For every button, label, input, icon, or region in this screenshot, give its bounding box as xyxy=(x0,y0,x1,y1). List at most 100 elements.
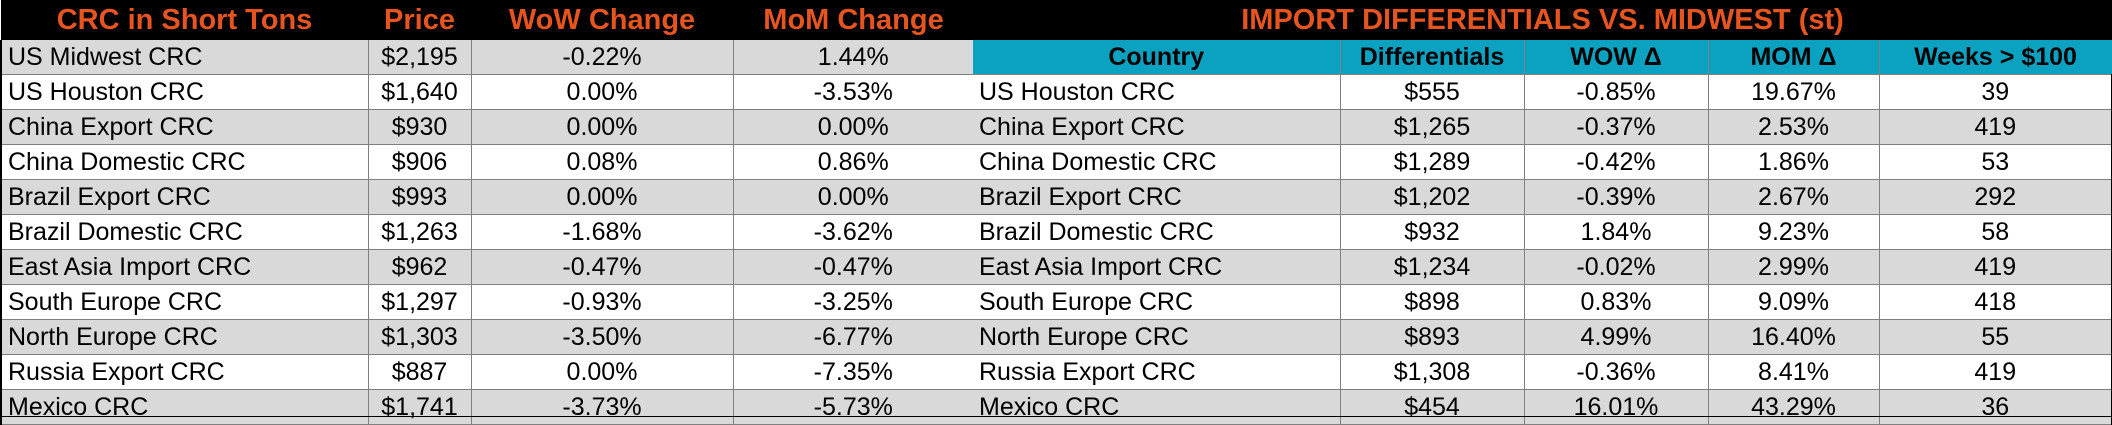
table-row: Mexico CRC $454 16.01% 43.29% 36 xyxy=(973,389,2112,425)
row-mom-change: -7.35% xyxy=(733,354,975,390)
header-name: CRC in Short Tons xyxy=(1,0,368,40)
table-row: Brazil Domestic CRC $932 1.84% 9.23% 58 xyxy=(973,214,2112,250)
subheader-weeks-over-100: Weeks > $100 xyxy=(1879,40,2112,75)
row-differential: $932 xyxy=(1340,214,1525,250)
row-mom-change: -3.25% xyxy=(733,284,975,320)
table-row: South Europe CRC $1,297 -0.93% -3.25% xyxy=(0,284,975,320)
table-row: China Domestic CRC $1,289 -0.42% 1.86% 53 xyxy=(973,144,2112,180)
table-row: Russia Export CRC $1,308 -0.36% 8.41% 419 xyxy=(973,354,2112,390)
row-name: China Domestic CRC xyxy=(0,144,369,180)
row-differential: $1,265 xyxy=(1340,109,1525,145)
row-price: $1,297 xyxy=(368,284,472,320)
table-row: Brazil Export CRC $1,202 -0.39% 2.67% 292 xyxy=(973,179,2112,215)
row-price: $1,640 xyxy=(368,74,472,110)
row-mom-delta: 9.23% xyxy=(1708,214,1880,250)
right-subheader-row: Country Differentials WOW Δ MOM Δ Weeks … xyxy=(973,40,2112,75)
row-mom-change: -6.77% xyxy=(733,319,975,355)
row-wow-delta: -0.39% xyxy=(1524,179,1709,215)
row-wow-delta: 4.99% xyxy=(1524,319,1709,355)
row-price: $993 xyxy=(368,179,472,215)
subheader-differentials: Differentials xyxy=(1340,40,1525,75)
row-name: East Asia Import CRC xyxy=(0,249,369,285)
row-price: $887 xyxy=(368,354,472,390)
row-mom-delta: 2.67% xyxy=(1708,179,1880,215)
table-row: North Europe CRC $893 4.99% 16.40% 55 xyxy=(973,319,2112,355)
row-weeks-over-100: 36 xyxy=(1879,389,2112,425)
row-country: US Houston CRC xyxy=(973,74,1341,110)
table-row: East Asia Import CRC $962 -0.47% -0.47% xyxy=(0,249,975,285)
row-mom-change: 1.44% xyxy=(733,40,975,75)
row-wow-delta: -0.42% xyxy=(1524,144,1709,180)
row-country: China Domestic CRC xyxy=(973,144,1341,180)
row-mom-delta: 9.09% xyxy=(1708,284,1880,320)
table-row: US Houston CRC $555 -0.85% 19.67% 39 xyxy=(973,74,2112,110)
import-differentials-title: IMPORT DIFFERENTIALS VS. MIDWEST (st) xyxy=(973,0,2112,40)
subheader-country: Country xyxy=(973,40,1341,75)
row-mom-delta: 8.41% xyxy=(1708,354,1880,390)
row-mom-change: -0.47% xyxy=(733,249,975,285)
row-name: North Europe CRC xyxy=(0,319,369,355)
row-differential: $555 xyxy=(1340,74,1525,110)
table-row: Russia Export CRC $887 0.00% -7.35% xyxy=(0,354,975,390)
row-mom-delta: 43.29% xyxy=(1708,389,1880,425)
row-wow-delta: -0.36% xyxy=(1524,354,1709,390)
row-country: South Europe CRC xyxy=(973,284,1341,320)
row-wow-delta: -0.37% xyxy=(1524,109,1709,145)
row-mom-change: -3.62% xyxy=(733,214,975,250)
row-name: Brazil Export CRC xyxy=(0,179,369,215)
row-wow-change: 0.08% xyxy=(471,144,734,180)
row-weeks-over-100: 419 xyxy=(1879,109,2112,145)
row-wow-change: -1.68% xyxy=(471,214,734,250)
row-mom-delta: 1.86% xyxy=(1708,144,1880,180)
row-name: South Europe CRC xyxy=(0,284,369,320)
row-name: Russia Export CRC xyxy=(0,354,369,390)
header-mom-change: MoM Change xyxy=(733,0,974,40)
row-wow-change: -0.93% xyxy=(471,284,734,320)
row-differential: $454 xyxy=(1340,389,1525,425)
table-row: North Europe CRC $1,303 -3.50% -6.77% xyxy=(0,319,975,355)
row-wow-delta: -0.85% xyxy=(1524,74,1709,110)
row-weeks-over-100: 55 xyxy=(1879,319,2112,355)
row-mom-change: -5.73% xyxy=(733,389,975,425)
row-wow-change: 0.00% xyxy=(471,74,734,110)
table-row: China Domestic CRC $906 0.08% 0.86% xyxy=(0,144,975,180)
row-differential: $898 xyxy=(1340,284,1525,320)
row-mom-change: 0.00% xyxy=(733,179,975,215)
row-weeks-over-100: 39 xyxy=(1879,74,2112,110)
row-mom-delta: 2.53% xyxy=(1708,109,1880,145)
import-differentials-table: IMPORT DIFFERENTIALS VS. MIDWEST (st) Co… xyxy=(973,0,2112,425)
row-weeks-over-100: 58 xyxy=(1879,214,2112,250)
row-weeks-over-100: 419 xyxy=(1879,354,2112,390)
header-wow-change: WoW Change xyxy=(471,0,733,40)
row-country: Brazil Domestic CRC xyxy=(973,214,1341,250)
row-price: $1,741 xyxy=(368,389,472,425)
row-name: China Export CRC xyxy=(0,109,369,145)
row-country: Mexico CRC xyxy=(973,389,1341,425)
row-mom-change: -3.53% xyxy=(733,74,975,110)
row-differential: $1,289 xyxy=(1340,144,1525,180)
row-weeks-over-100: 418 xyxy=(1879,284,2112,320)
right-title-row: IMPORT DIFFERENTIALS VS. MIDWEST (st) xyxy=(973,0,2112,40)
table-row: Brazil Export CRC $993 0.00% 0.00% xyxy=(0,179,975,215)
subheader-wow-delta: WOW Δ xyxy=(1524,40,1709,75)
row-wow-change: -0.47% xyxy=(471,249,734,285)
row-name: Brazil Domestic CRC xyxy=(0,214,369,250)
header-price: Price xyxy=(368,0,471,40)
row-wow-change: -3.50% xyxy=(471,319,734,355)
row-name: Mexico CRC xyxy=(0,389,369,425)
row-wow-delta: -0.02% xyxy=(1524,249,1709,285)
table-row: Brazil Domestic CRC $1,263 -1.68% -3.62% xyxy=(0,214,975,250)
row-price: $962 xyxy=(368,249,472,285)
row-country: Brazil Export CRC xyxy=(973,179,1341,215)
subheader-mom-delta: MOM Δ xyxy=(1708,40,1880,75)
row-wow-change: 0.00% xyxy=(471,109,734,145)
row-weeks-over-100: 419 xyxy=(1879,249,2112,285)
row-wow-delta: 16.01% xyxy=(1524,389,1709,425)
row-wow-delta: 1.84% xyxy=(1524,214,1709,250)
row-wow-change: 0.00% xyxy=(471,179,734,215)
row-differential: $1,202 xyxy=(1340,179,1525,215)
row-weeks-over-100: 53 xyxy=(1879,144,2112,180)
row-mom-delta: 16.40% xyxy=(1708,319,1880,355)
row-differential: $893 xyxy=(1340,319,1525,355)
